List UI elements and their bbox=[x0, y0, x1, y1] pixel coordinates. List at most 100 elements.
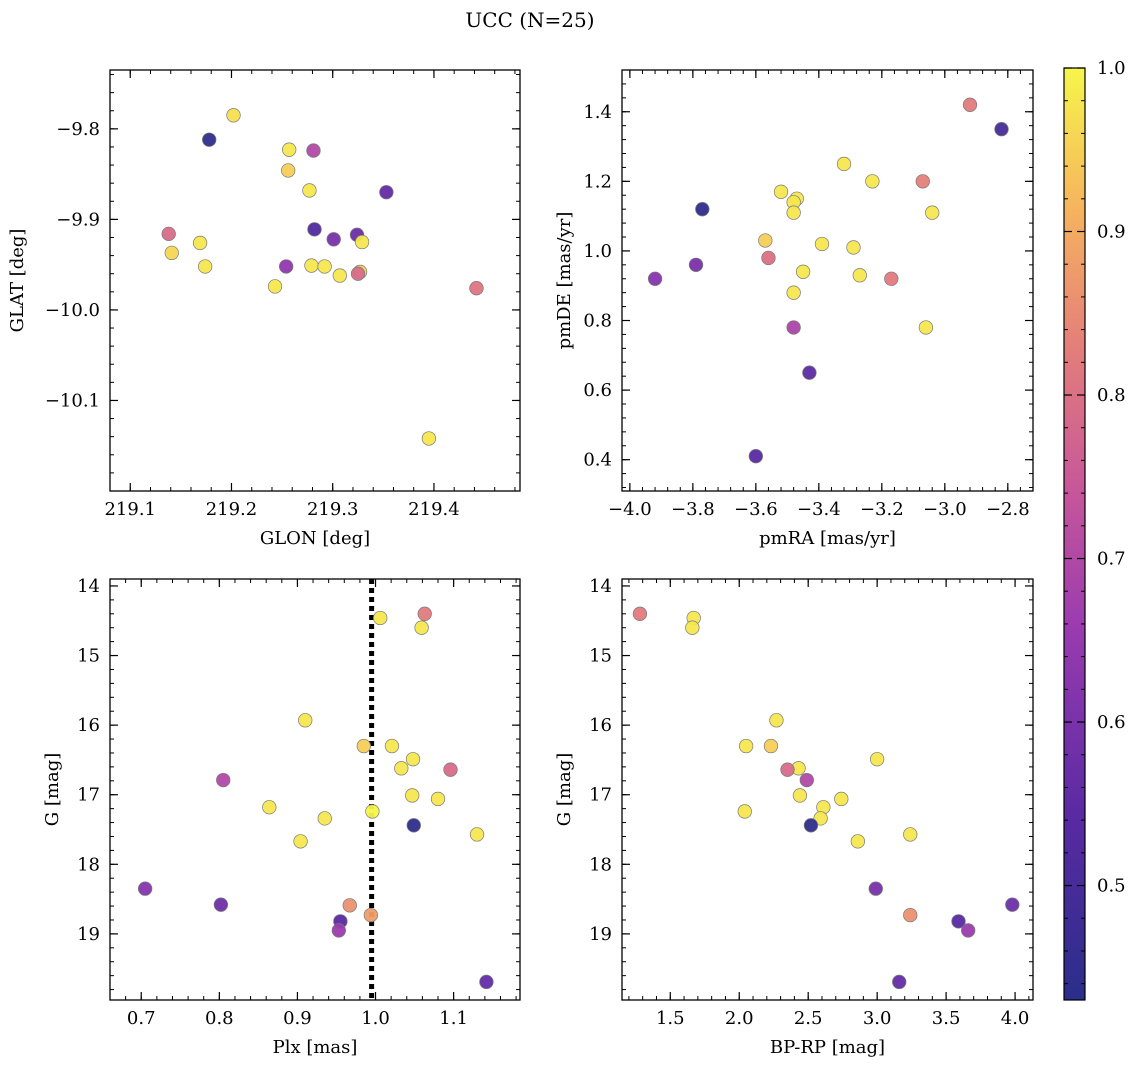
data-point bbox=[406, 818, 421, 833]
data-point bbox=[379, 185, 394, 200]
data-point bbox=[951, 914, 966, 929]
data-point bbox=[293, 834, 308, 849]
x-tick-label: 0.9 bbox=[283, 1008, 312, 1029]
data-point bbox=[417, 606, 432, 621]
axes-frame bbox=[621, 578, 1034, 1001]
data-point bbox=[226, 108, 241, 123]
data-point bbox=[865, 174, 880, 189]
data-point bbox=[282, 142, 297, 157]
data-point bbox=[307, 222, 322, 237]
data-point bbox=[443, 762, 458, 777]
x-tick-label: 4.0 bbox=[1001, 1008, 1030, 1029]
data-point bbox=[763, 738, 779, 754]
data-point bbox=[306, 143, 321, 158]
data-point bbox=[405, 788, 420, 803]
data-point bbox=[384, 738, 400, 754]
data-point bbox=[961, 923, 976, 938]
colorbar-tick-label: 0.5 bbox=[1097, 876, 1126, 897]
data-point bbox=[799, 772, 814, 788]
data-point bbox=[317, 259, 332, 274]
colorbar-tick-label: 0.9 bbox=[1097, 222, 1126, 243]
x-tick-label: −3.4 bbox=[797, 499, 841, 520]
data-point bbox=[326, 232, 341, 247]
data-point bbox=[281, 163, 296, 178]
data-point bbox=[192, 235, 208, 251]
x-tick-label: 2.0 bbox=[725, 1008, 754, 1029]
x-tick-label: 219.3 bbox=[307, 499, 359, 520]
x-tick-label: −3.0 bbox=[923, 499, 967, 520]
data-point bbox=[836, 156, 852, 172]
data-point bbox=[870, 752, 885, 767]
x-tick-label: −2.8 bbox=[986, 499, 1030, 520]
data-point bbox=[350, 266, 366, 281]
data-point bbox=[632, 606, 648, 621]
data-point bbox=[903, 907, 918, 923]
data-point bbox=[786, 320, 801, 335]
colorbar-tick-label: 0.6 bbox=[1097, 712, 1126, 733]
data-point bbox=[786, 285, 801, 300]
data-point bbox=[738, 738, 754, 754]
data-point bbox=[421, 431, 437, 446]
data-point bbox=[304, 258, 319, 273]
y-tick-label: 15 bbox=[589, 646, 612, 667]
data-point bbox=[786, 205, 801, 220]
x-tick-label: 1.0 bbox=[361, 1008, 390, 1029]
data-point bbox=[918, 320, 934, 335]
data-point bbox=[137, 881, 153, 896]
data-point bbox=[688, 257, 704, 272]
data-point bbox=[356, 738, 371, 754]
y-tick-label: −10.0 bbox=[45, 300, 100, 321]
data-point bbox=[915, 174, 930, 189]
data-point bbox=[795, 264, 811, 279]
x-tick-label: −3.8 bbox=[671, 499, 715, 520]
data-point bbox=[868, 881, 883, 896]
data-point bbox=[479, 974, 494, 990]
data-point bbox=[695, 202, 710, 217]
y-tick-label: 17 bbox=[77, 785, 100, 806]
x-tick-label: 219.1 bbox=[104, 499, 156, 520]
x-tick-label: −3.2 bbox=[860, 499, 904, 520]
x-axis-label: pmRA [mas/yr] bbox=[759, 528, 896, 549]
x-tick-label: 0.8 bbox=[205, 1008, 234, 1029]
data-point bbox=[748, 449, 764, 464]
colorbar-gradient bbox=[1063, 67, 1086, 1001]
y-tick-label: −9.9 bbox=[56, 209, 100, 230]
data-point bbox=[405, 752, 421, 767]
data-point bbox=[213, 897, 229, 912]
x-tick-label: 1.1 bbox=[439, 1008, 468, 1029]
x-tick-label: 3.5 bbox=[932, 1008, 961, 1029]
data-point bbox=[298, 713, 313, 728]
y-axis-label: pmDE [mas/yr] bbox=[554, 212, 575, 350]
data-point bbox=[342, 898, 357, 913]
panel-bprp-g: 1.5 2.0 2.5 3.0 3.5 4.0 14 15 16 17 18 19 BP-RP [mag… bbox=[554, 576, 1034, 1058]
data-point bbox=[834, 791, 849, 807]
data-point bbox=[814, 236, 830, 252]
y-tick-label: 14 bbox=[589, 576, 612, 597]
y-tick-label: 1.2 bbox=[583, 171, 612, 192]
x-tick-label: −4.0 bbox=[608, 499, 652, 520]
data-point bbox=[394, 761, 409, 776]
y-axis-label: GLAT [deg] bbox=[7, 229, 28, 333]
data-point bbox=[202, 132, 217, 147]
y-tick-label: 19 bbox=[589, 924, 612, 945]
x-axis-label: Plx [mas] bbox=[273, 1037, 358, 1058]
data-point bbox=[1005, 897, 1020, 912]
data-point bbox=[846, 240, 861, 255]
y-tick-label: 1.4 bbox=[583, 102, 612, 123]
y-tick-label: 14 bbox=[77, 576, 100, 597]
x-tick-label: 3.0 bbox=[863, 1008, 892, 1029]
x-tick-label: 2.5 bbox=[794, 1008, 823, 1029]
data-point bbox=[780, 762, 795, 777]
data-point bbox=[278, 259, 294, 274]
data-point bbox=[647, 271, 663, 286]
data-point bbox=[317, 811, 332, 826]
data-point bbox=[792, 788, 808, 803]
data-point bbox=[262, 800, 277, 815]
y-tick-label: 16 bbox=[77, 715, 100, 736]
data-point bbox=[354, 234, 370, 250]
data-point bbox=[850, 834, 865, 849]
y-tick-label: 0.8 bbox=[583, 311, 612, 332]
figure-title: UCC (N=25) bbox=[465, 8, 594, 32]
y-tick-label: 1.0 bbox=[583, 241, 612, 262]
